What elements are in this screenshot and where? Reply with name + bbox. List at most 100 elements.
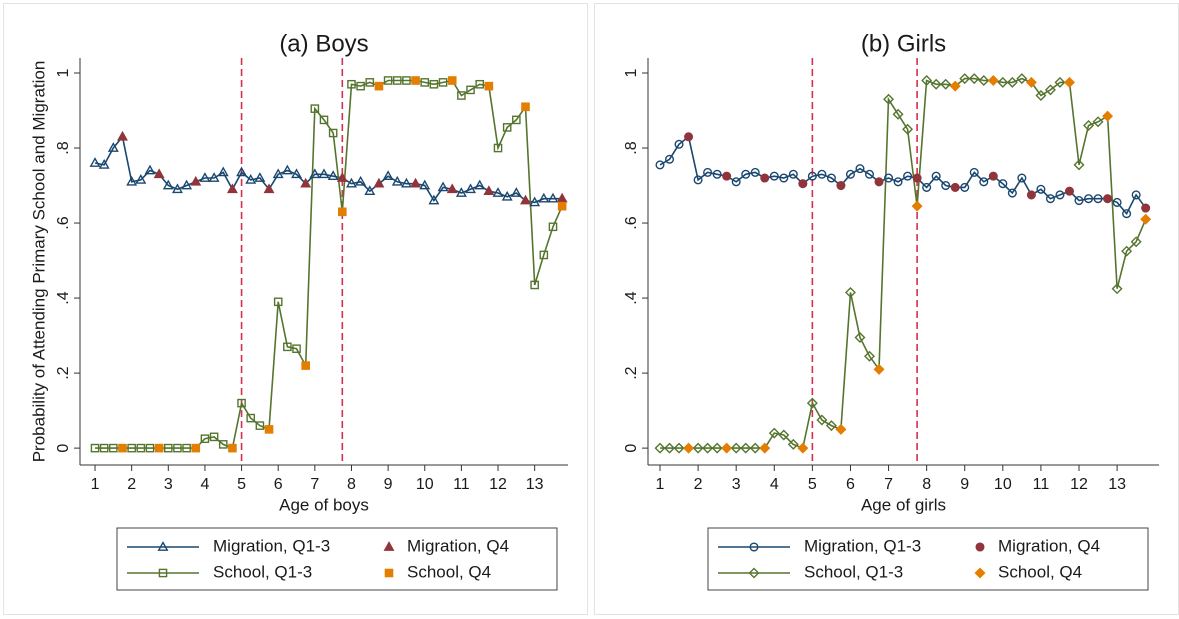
marker	[474, 179, 486, 190]
legend-label: School, Q1-3	[213, 562, 312, 581]
marker	[731, 177, 741, 187]
marker	[807, 171, 817, 181]
marker	[255, 421, 265, 430]
marker	[318, 168, 330, 179]
marker	[940, 78, 952, 90]
x-tick-label: 13	[1108, 476, 1126, 493]
marker	[109, 443, 118, 453]
x-tick-label: 1	[91, 476, 100, 493]
marker	[806, 397, 818, 409]
marker	[347, 79, 356, 89]
marker	[655, 160, 665, 170]
marker	[162, 179, 174, 190]
marker	[702, 442, 714, 454]
x-tick-label: 1	[656, 476, 665, 493]
marker	[446, 183, 458, 194]
marker	[410, 177, 422, 188]
marker	[968, 73, 980, 85]
marker	[338, 207, 347, 217]
marker	[90, 443, 100, 453]
marker	[182, 443, 191, 453]
y-tick-label: .8	[623, 141, 640, 154]
x-tick-label: 13	[526, 476, 544, 493]
series-line	[95, 79, 563, 450]
marker	[292, 344, 301, 354]
marker	[987, 75, 999, 86]
marker	[548, 222, 558, 232]
marker	[411, 76, 420, 85]
panel-title: (a) Boys	[279, 30, 368, 57]
marker	[136, 443, 146, 453]
x-tick-label: 11	[453, 476, 470, 493]
marker	[392, 76, 402, 85]
marker	[327, 170, 339, 181]
marker	[825, 420, 837, 432]
marker	[750, 167, 760, 177]
marker	[190, 175, 202, 186]
marker	[154, 443, 164, 453]
marker	[200, 434, 210, 444]
marker	[208, 172, 220, 182]
marker	[684, 132, 694, 142]
x-tick-label: 12	[489, 476, 507, 493]
x-tick-label: 6	[846, 476, 855, 493]
marker	[740, 442, 752, 454]
y-tick-label: .6	[623, 216, 640, 229]
marker	[722, 171, 732, 181]
marker	[281, 164, 293, 175]
x-tick-label: 8	[922, 476, 931, 493]
marker	[893, 177, 903, 187]
y-tick-label: .4	[55, 291, 72, 304]
marker	[328, 128, 338, 138]
marker	[959, 73, 971, 85]
x-tick-label: 7	[884, 476, 893, 493]
marker	[158, 568, 168, 578]
y-tick-label: .8	[55, 141, 72, 154]
x-axis-label: Age of boys	[279, 495, 369, 514]
marker	[1045, 194, 1055, 204]
marker	[826, 173, 836, 183]
marker	[975, 542, 985, 552]
legend-label: Migration, Q4	[407, 536, 509, 555]
marker	[1044, 84, 1056, 96]
marker	[854, 331, 866, 343]
marker	[1102, 110, 1114, 122]
marker	[703, 167, 713, 177]
marker	[1122, 209, 1132, 219]
marker	[557, 201, 567, 211]
marker	[1103, 194, 1113, 204]
marker	[1112, 197, 1122, 207]
marker	[163, 443, 173, 453]
marker	[930, 78, 942, 90]
marker	[447, 76, 457, 85]
marker	[749, 542, 759, 552]
marker	[89, 157, 101, 167]
marker	[779, 173, 789, 183]
marker	[873, 363, 885, 375]
marker	[382, 170, 394, 181]
marker	[218, 440, 228, 449]
marker	[145, 443, 155, 453]
marker	[855, 164, 865, 174]
marker	[384, 568, 394, 578]
marker	[556, 192, 568, 203]
marker	[816, 414, 828, 426]
marker	[1130, 236, 1142, 248]
marker	[864, 169, 875, 179]
marker	[1131, 190, 1141, 200]
marker	[978, 75, 990, 86]
x-tick-label: 2	[127, 476, 136, 493]
x-tick-label: 3	[164, 476, 173, 493]
legend-box	[707, 527, 1149, 591]
legend-label: Migration, Q1-3	[804, 536, 921, 555]
marker	[199, 172, 211, 182]
marker	[1036, 184, 1046, 194]
marker	[484, 81, 494, 91]
legend-label: Migration, Q1-3	[213, 536, 330, 555]
marker	[778, 429, 790, 441]
legend-box	[116, 527, 558, 591]
marker	[874, 177, 884, 187]
marker	[493, 143, 503, 153]
marker	[273, 297, 283, 307]
